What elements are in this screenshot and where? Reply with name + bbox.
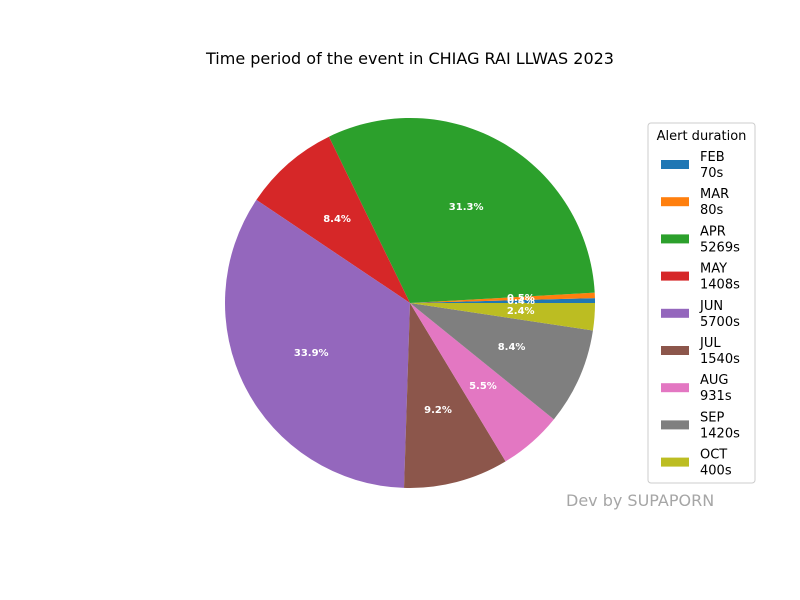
legend-duration-mar: 80s — [700, 203, 724, 218]
legend-items: FEB70sMAR80sAPR5269sMAY1408sJUN5700sJUL1… — [661, 150, 740, 479]
pct-label-aug: 5.5% — [469, 381, 497, 392]
pie-slice-apr — [328, 118, 595, 303]
legend-month-jun: JUN — [699, 299, 723, 314]
pct-label-mar: 0.5% — [507, 293, 535, 304]
legend-swatch-feb — [661, 160, 689, 169]
legend-month-oct: OCT — [700, 448, 727, 463]
legend-month-feb: FEB — [700, 150, 725, 165]
legend-month-jul: JUL — [699, 336, 721, 351]
legend-swatch-aug — [661, 383, 689, 393]
pct-label-sep: 8.4% — [498, 342, 526, 353]
pie-percent-labels: 0.4%0.5% 31.3% 8.4% 33.9% 9.2% 5.5% 8.4% 2.4% — [294, 202, 535, 416]
pct-label-jun: 33.9% — [294, 348, 329, 359]
pie-slice-may — [256, 136, 410, 303]
pie-slice-jul — [404, 303, 506, 488]
legend-swatch-jun — [661, 308, 689, 318]
watermark-text: Dev by SUPAPORN — [566, 491, 714, 510]
legend-frame — [647, 122, 756, 484]
pie-slices — [224, 118, 596, 488]
legend-swatch-sep — [661, 420, 689, 430]
legend-swatch-may — [661, 271, 689, 281]
legend-month-sep: SEP — [700, 410, 724, 425]
legend-month-aug: AUG — [700, 373, 728, 388]
legend-duration-aug: 931s — [700, 389, 732, 404]
legend-swatch-oct — [661, 457, 689, 467]
pie-slice-mar — [410, 292, 595, 303]
legend-duration-sep: 1420s — [700, 426, 740, 441]
pct-label-may: 8.4% — [323, 214, 351, 225]
pie-slice-jun — [224, 199, 410, 488]
legend-swatch-mar — [661, 197, 689, 207]
legend-duration-jul: 1540s — [700, 352, 740, 367]
pie-slice-feb — [410, 298, 596, 303]
pct-label-oct: 2.4% — [507, 306, 535, 317]
legend-swatch-jul — [661, 346, 689, 355]
pct-label-apr: 31.3% — [449, 202, 484, 213]
legend-title: Alert duration — [657, 129, 747, 144]
legend-duration-apr: 5269s — [700, 240, 740, 255]
legend-duration-jun: 5700s — [700, 315, 740, 330]
legend-duration-oct: 400s — [700, 464, 732, 479]
chart-title: Time period of the event in CHIAG RAI LL… — [205, 49, 614, 68]
legend-swatch-apr — [661, 234, 689, 244]
pct-label-jul: 9.2% — [424, 405, 452, 416]
legend-month-apr: APR — [700, 224, 726, 239]
pie-slice-oct — [410, 303, 595, 331]
legend-duration-feb: 70s — [700, 166, 724, 181]
legend-duration-may: 1408s — [700, 278, 740, 293]
legend: Alert duration FEB70sMAR80sAPR5269sMAY14… — [647, 122, 756, 484]
legend-month-mar: MAR — [700, 187, 729, 202]
pie-slice-sep — [410, 303, 593, 420]
pie-slice-aug — [410, 303, 554, 462]
pct-label-feb: 0.4% — [507, 296, 535, 307]
legend-month-may: MAY — [700, 262, 727, 277]
